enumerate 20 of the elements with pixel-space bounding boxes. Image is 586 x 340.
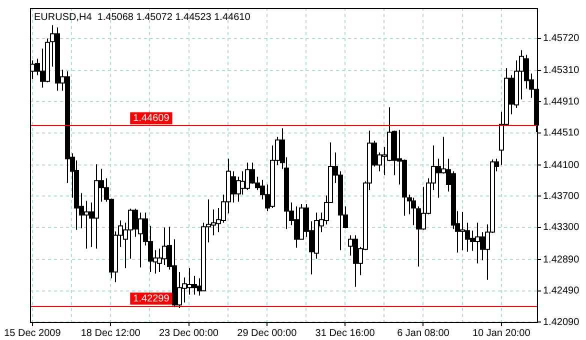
x-tick-label: 29 Dec 00:00 [237, 328, 298, 339]
y-tick-label: 1.44510 [543, 128, 580, 139]
x-tick-label: 18 Dec 12:00 [80, 328, 141, 339]
y-tick-label: 1.45720 [543, 33, 580, 44]
y-tick-label: 1.44910 [543, 96, 580, 108]
x-tick-label: 15 Dec 2009 [4, 328, 62, 339]
ref-line-label: 1.42299 [133, 293, 170, 304]
chart-title: EURUSD,H4 1.45068 1.45072 1.44523 1.44610 [34, 12, 251, 23]
ref-line-label: 1.44609 [133, 112, 170, 124]
x-tick-label: 23 Dec 00:00 [159, 328, 219, 339]
x-tick-label: 31 Dec 16:00 [315, 328, 376, 339]
y-tick-label: 1.43300 [543, 222, 580, 234]
y-tick-label: 1.44100 [543, 160, 580, 171]
x-tick-label: 10 Jan 20:00 [472, 328, 531, 339]
x-tick-label: 6 Jan 08:00 [397, 328, 450, 339]
y-tick-label: 1.43700 [543, 190, 580, 202]
y-tick-label: 1.45310 [543, 65, 580, 76]
y-tick-label: 1.42890 [543, 254, 580, 266]
y-tick-label: 1.42090 [543, 316, 580, 328]
y-tick-label: 1.42490 [543, 286, 580, 297]
